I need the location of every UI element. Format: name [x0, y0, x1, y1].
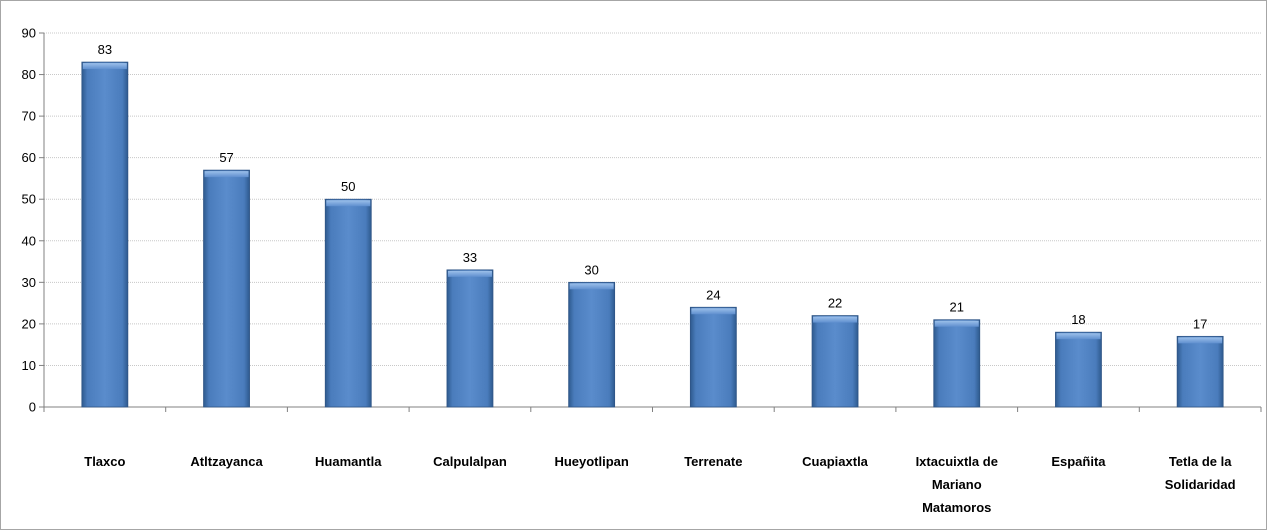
x-category-label: Atltzayanca — [190, 454, 263, 469]
x-category-label: Solidaridad — [1165, 477, 1236, 492]
data-label: 50 — [341, 179, 355, 194]
bar-highlight — [326, 200, 371, 207]
x-category-label: Ixtacuixtla de — [916, 454, 998, 469]
x-category-label: Mariano — [932, 477, 982, 492]
bar-highlight — [813, 316, 858, 323]
bar — [324, 198, 372, 408]
bar — [1055, 331, 1102, 408]
bar — [811, 315, 859, 408]
bar-highlight — [204, 171, 249, 178]
bar-highlight — [447, 270, 492, 277]
y-tick-label: 80 — [22, 67, 36, 82]
bar-highlight — [82, 63, 127, 70]
bar-body — [811, 315, 859, 408]
bar-highlight — [1056, 333, 1101, 340]
data-label: 33 — [463, 250, 477, 265]
data-label: 18 — [1071, 312, 1085, 327]
bar-body — [1176, 335, 1224, 408]
y-tick-label: 40 — [22, 233, 36, 248]
x-category-label: Tetla de la — [1169, 454, 1232, 469]
x-category-label: Huamantla — [315, 454, 382, 469]
y-tick-label: 10 — [22, 358, 36, 373]
x-category-label: Terrenate — [684, 454, 742, 469]
bar-body — [568, 281, 616, 408]
bar — [568, 281, 616, 408]
bar — [446, 269, 494, 408]
bar-highlight — [691, 308, 736, 315]
bar — [689, 306, 737, 408]
y-tick-label: 60 — [22, 150, 36, 165]
x-category-label: Españita — [1051, 454, 1106, 469]
y-tick-label: 90 — [22, 26, 36, 41]
x-category-label: Hueyotlipan — [554, 454, 628, 469]
data-label: 22 — [828, 296, 842, 311]
x-category-label: Calpulalpan — [433, 454, 507, 469]
bar — [1176, 335, 1224, 408]
bar-body — [446, 269, 494, 408]
bar-body — [203, 169, 250, 408]
bar — [933, 319, 981, 408]
bars — [81, 61, 1224, 408]
data-label: 21 — [950, 300, 964, 315]
bar-body — [324, 198, 372, 408]
bar-highlight — [934, 320, 979, 327]
data-label: 30 — [584, 262, 598, 277]
bar-body — [689, 306, 737, 408]
bar-highlight — [1178, 337, 1223, 344]
data-label: 24 — [706, 287, 720, 302]
x-category-label: Tlaxco — [84, 454, 125, 469]
bar-body — [81, 61, 129, 408]
labels: 0 10 20 30 40 50 60 70 80 90 83 Tlaxco 57 Atltzayanca… — [22, 26, 1236, 516]
y-tick-label: 50 — [22, 192, 36, 207]
data-label: 57 — [219, 150, 233, 165]
x-category-label: Matamoros — [922, 500, 991, 515]
bar-body — [1055, 331, 1102, 408]
y-tick-label: 30 — [22, 275, 36, 290]
y-tick-label: 20 — [22, 316, 36, 331]
data-label: 83 — [98, 42, 112, 57]
bar — [203, 169, 250, 408]
data-label: 17 — [1193, 316, 1207, 331]
y-tick-label: 70 — [22, 109, 36, 124]
bar-highlight — [569, 283, 614, 290]
x-category-label: Cuapiaxtla — [802, 454, 869, 469]
bar — [81, 61, 129, 408]
y-tick-label: 0 — [29, 400, 36, 415]
bar-body — [933, 319, 981, 408]
